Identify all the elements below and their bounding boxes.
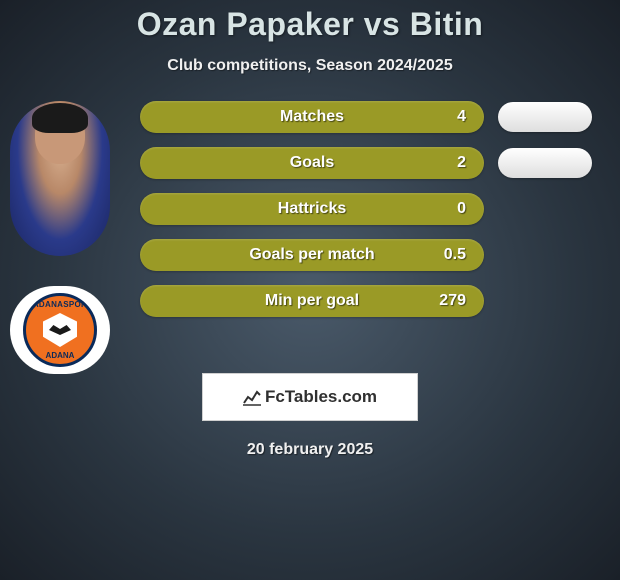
stat-label: Matches <box>280 108 344 126</box>
stat-label: Goals <box>290 154 334 172</box>
stat-bar: Goals per match 0.5 <box>140 239 484 271</box>
stat-value: 0 <box>457 200 466 218</box>
stats-bars: Matches 4 Goals 2 Hattricks 0 Goals per match 0… <box>140 101 592 317</box>
stat-value: 279 <box>439 292 466 310</box>
player-avatar <box>10 101 110 256</box>
comparison-pill <box>498 102 592 132</box>
stat-bar: Matches 4 <box>140 101 484 133</box>
brand-box[interactable]: FcTables.com <box>202 373 418 421</box>
stat-value: 4 <box>457 108 466 126</box>
badge-shield-icon <box>43 313 77 347</box>
stat-row: Matches 4 <box>140 101 592 133</box>
stat-value: 0.5 <box>444 246 466 264</box>
avatars-column: ADANASPOR ADANA <box>10 101 110 374</box>
stat-label: Hattricks <box>278 200 346 218</box>
stat-bar: Goals 2 <box>140 147 484 179</box>
stat-row: Goals per match 0.5 <box>140 239 592 271</box>
badge-bottom-text: ADANA <box>46 351 75 360</box>
club-badge: ADANASPOR ADANA <box>23 293 97 367</box>
stat-label: Min per goal <box>265 292 359 310</box>
stat-row: Min per goal 279 <box>140 285 592 317</box>
stat-bar: Hattricks 0 <box>140 193 484 225</box>
badge-top-text: ADANASPOR <box>33 300 87 309</box>
club-avatar: ADANASPOR ADANA <box>10 286 110 374</box>
content-area: ADANASPOR ADANA Matches4Goals2Hattricks0… <box>0 101 620 317</box>
brand-text: FcTables.com <box>265 387 377 407</box>
stat-row: Goals 2 <box>140 147 592 179</box>
comparison-pill <box>498 148 592 178</box>
page-title: Ozan Papaker vs Bitin <box>0 0 620 43</box>
stat-bar: Min per goal 279 <box>140 285 484 317</box>
subtitle: Club competitions, Season 2024/2025 <box>0 57 620 75</box>
stat-label: Goals per match <box>249 246 374 264</box>
stat-value: 2 <box>457 154 466 172</box>
date-label: 20 february 2025 <box>0 441 620 459</box>
brand-logo-icon <box>243 388 261 406</box>
stat-row: Hattricks 0 <box>140 193 592 225</box>
badge-bird-icon <box>49 325 71 335</box>
